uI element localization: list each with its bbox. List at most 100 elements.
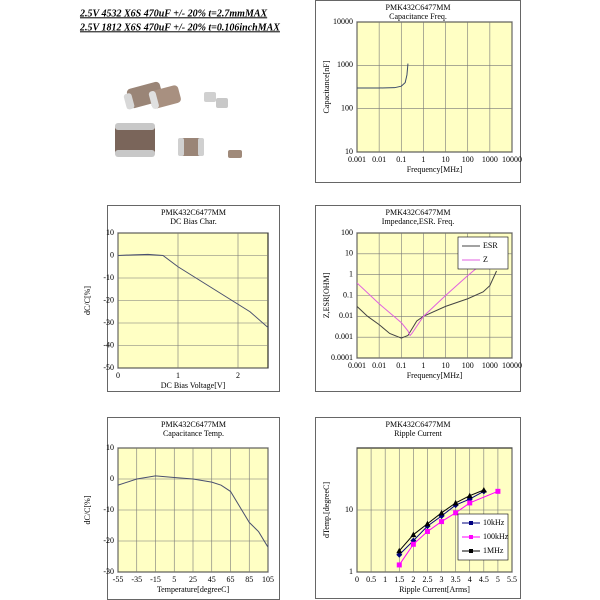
y-tick-label: 0	[110, 250, 114, 259]
chart-title: PMK432C6477MM	[386, 3, 451, 12]
x-tick-label: 1	[383, 575, 387, 584]
point	[439, 519, 445, 525]
x-tick-label: 3	[440, 575, 444, 584]
header-line: 2.5V 4532 X6S 470uF +/- 20% t=2.7mmMAX	[79, 8, 268, 19]
x-tick-label: 65	[227, 575, 235, 584]
series-line	[357, 270, 497, 339]
x-tick-label: 100	[462, 155, 474, 164]
y-axis-label: Z,ESR[OHM]	[322, 272, 331, 318]
y-tick-label: -20	[103, 295, 114, 304]
x-tick-label: 5	[496, 575, 500, 584]
point	[453, 510, 459, 516]
x-tick-label: -35	[131, 575, 142, 584]
x-tick-label: 2	[236, 371, 240, 380]
x-tick-label: -55	[113, 575, 124, 584]
x-axis-label: DC Bias Voltage[V]	[161, 381, 226, 390]
x-tick-label: 4	[468, 575, 472, 584]
x-tick-label: 3.5	[451, 575, 461, 584]
y-tick-label: -40	[103, 340, 114, 349]
series-line	[357, 256, 506, 337]
y-tick-label: 0.1	[343, 290, 353, 299]
legend-marker	[469, 521, 473, 525]
y-tick-label: -20	[103, 536, 114, 545]
series-group	[357, 256, 506, 339]
chart-title: PMK432C6477MM	[161, 208, 226, 217]
y-tick-label: 1	[349, 567, 353, 576]
x-tick-label: 1.5	[394, 575, 404, 584]
y-tick-label: 10000	[333, 17, 353, 26]
y-tick-label: 10	[106, 443, 114, 452]
x-tick-label: 0.1	[396, 155, 406, 164]
x-tick-label: 1000	[482, 361, 498, 370]
x-tick-label: 0	[355, 575, 359, 584]
point	[466, 492, 473, 499]
y-axis-label: Capacitance[nF]	[322, 60, 331, 113]
x-tick-label: 85	[245, 575, 253, 584]
point	[410, 541, 416, 547]
chart-title: PMK432C6477MM	[386, 420, 451, 429]
x-tick-label: 1	[176, 371, 180, 380]
x-tick-label: 5.5	[507, 575, 517, 584]
chart-subtitle: Impedance,ESR. Freq.	[382, 217, 454, 226]
chart-subtitle: DC Bias Char.	[170, 217, 216, 226]
legend-marker	[469, 549, 473, 553]
y-tick-label: 10	[345, 147, 353, 156]
y-axis-label: dC/C[%]	[83, 286, 92, 315]
x-tick-label: 25	[189, 575, 197, 584]
x-axis-label: Temperature[degreeC]	[157, 585, 230, 594]
y-tick-label: 100	[341, 228, 353, 237]
series-line	[118, 253, 268, 328]
y-axis-label: dTemp.[degreeC]	[322, 482, 331, 538]
x-tick-label: 105	[262, 575, 274, 584]
header-line: 2.5V 1812 X6S 470uF +/- 20% t=0.106inchM…	[79, 22, 280, 33]
x-tick-label: 0.1	[396, 361, 406, 370]
x-tick-label: 0.01	[372, 155, 386, 164]
y-axis-label: dC/C[%]	[83, 495, 92, 524]
point	[424, 520, 431, 527]
y-tick-label: -30	[103, 567, 114, 576]
x-tick-label: 0.01	[372, 361, 386, 370]
series-line	[118, 475, 268, 548]
x-tick-label: 0.5	[366, 575, 376, 584]
x-tick-label: 2.5	[422, 575, 432, 584]
y-tick-label: -30	[103, 318, 114, 327]
x-tick-label: 2	[411, 575, 415, 584]
x-tick-label: 1	[421, 361, 425, 370]
point	[452, 499, 459, 506]
y-tick-label: 0.001	[335, 332, 353, 341]
y-tick-label: -10	[103, 273, 114, 282]
x-tick-label: 5	[172, 575, 176, 584]
y-tick-label: 0.0001	[331, 353, 353, 362]
series-group	[118, 253, 268, 328]
series-group	[357, 63, 409, 89]
point	[467, 500, 473, 506]
point	[438, 509, 445, 516]
legend-marker	[469, 535, 473, 539]
chart-title: PMK432C6477MM	[161, 420, 226, 429]
y-tick-label: 10	[106, 228, 114, 237]
x-axis-label: Frequency[MHz]	[407, 371, 463, 380]
point	[396, 562, 402, 568]
legend-label: ESR	[483, 241, 498, 250]
point	[495, 488, 501, 494]
point	[424, 529, 430, 535]
point	[410, 531, 417, 538]
legend-label: 1MHz	[483, 546, 504, 555]
chart-subtitle: Ripple Current	[394, 429, 443, 438]
x-tick-label: 10000	[502, 361, 522, 370]
x-tick-label: 10	[442, 155, 450, 164]
chart-subtitle: Capacitance Temp.	[163, 429, 224, 438]
x-tick-label: 0.001	[348, 155, 366, 164]
chart-subtitle: Capacitance Freq.	[389, 12, 447, 21]
x-tick-label: 1000	[482, 155, 498, 164]
y-tick-label: 1	[349, 269, 353, 278]
legend	[457, 236, 509, 270]
chart-title: PMK432C6477MM	[386, 208, 451, 217]
x-tick-label: 100	[462, 361, 474, 370]
y-tick-label: 0.01	[339, 311, 353, 320]
y-tick-label: 0	[110, 474, 114, 483]
x-tick-label: 10	[442, 361, 450, 370]
plot-area	[356, 21, 513, 153]
product-photo	[115, 81, 242, 158]
